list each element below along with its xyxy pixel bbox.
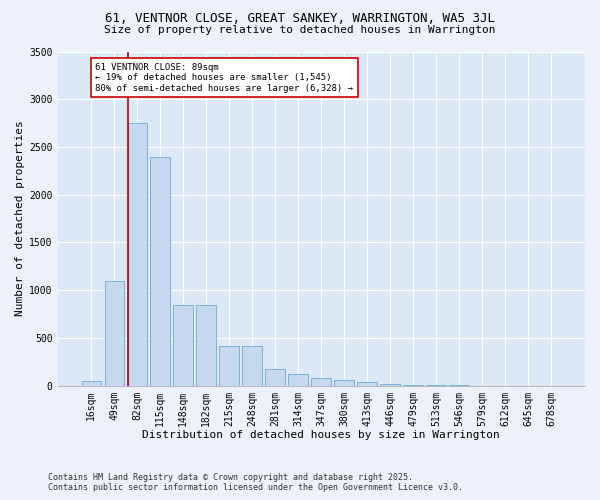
Bar	[128, 123, 147, 386]
Bar	[220, 346, 239, 386]
Bar	[82, 381, 101, 386]
Bar	[173, 304, 193, 386]
Y-axis label: Number of detached properties: Number of detached properties	[15, 120, 25, 316]
Bar	[334, 380, 354, 386]
X-axis label: Distribution of detached houses by size in Warrington: Distribution of detached houses by size …	[142, 430, 500, 440]
Bar	[358, 382, 377, 386]
Bar	[265, 369, 285, 386]
Bar	[311, 378, 331, 386]
Text: Size of property relative to detached houses in Warrington: Size of property relative to detached ho…	[104, 25, 496, 35]
Bar	[380, 384, 400, 386]
Bar	[242, 346, 262, 386]
Text: 61, VENTNOR CLOSE, GREAT SANKEY, WARRINGTON, WA5 3JL: 61, VENTNOR CLOSE, GREAT SANKEY, WARRING…	[105, 12, 495, 26]
Bar	[104, 280, 124, 386]
Text: Contains HM Land Registry data © Crown copyright and database right 2025.
Contai: Contains HM Land Registry data © Crown c…	[48, 473, 463, 492]
Text: 61 VENTNOR CLOSE: 89sqm
← 19% of detached houses are smaller (1,545)
80% of semi: 61 VENTNOR CLOSE: 89sqm ← 19% of detache…	[95, 63, 353, 93]
Bar	[151, 156, 170, 386]
Bar	[403, 385, 423, 386]
Bar	[196, 304, 216, 386]
Bar	[289, 374, 308, 386]
